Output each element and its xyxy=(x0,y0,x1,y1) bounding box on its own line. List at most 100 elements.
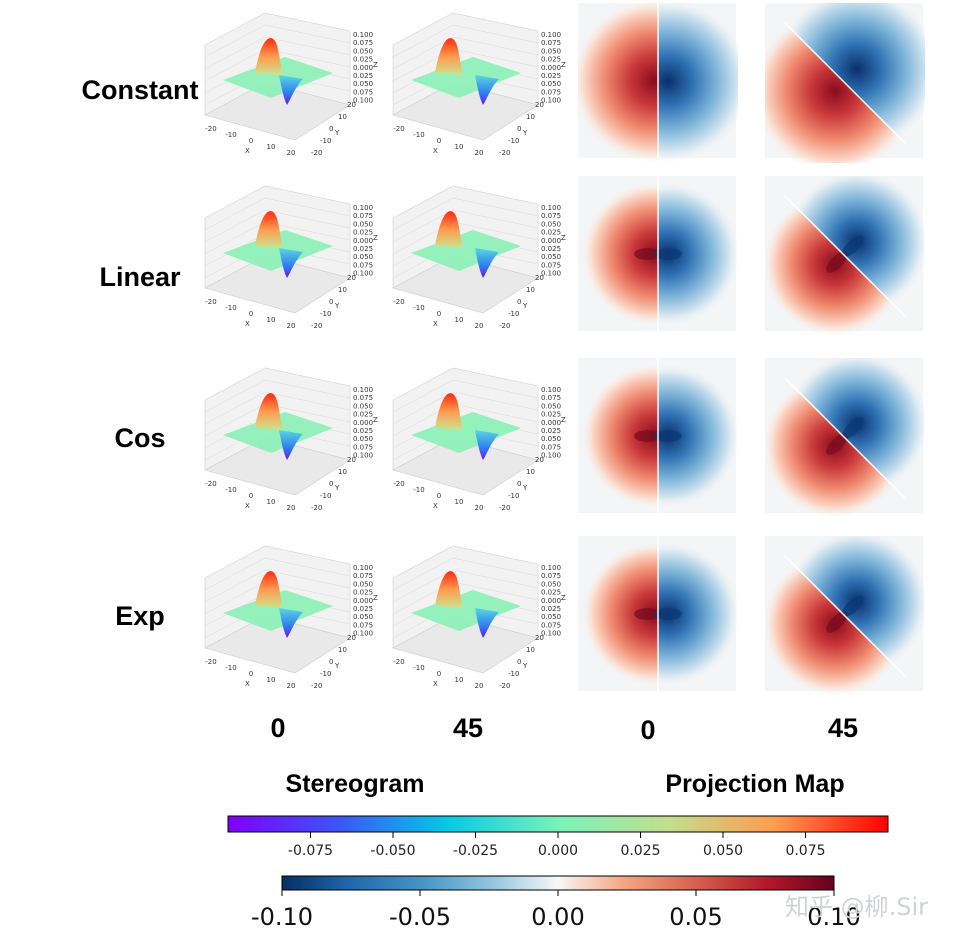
cb1-tick-label: 0.025 xyxy=(620,843,660,859)
stereo-surface xyxy=(411,230,521,271)
stereo-gridline xyxy=(392,24,454,58)
stereo-gridline xyxy=(452,545,539,565)
stereo-gridline xyxy=(264,367,351,387)
x-tick-label: -20 xyxy=(393,298,404,306)
stereogram-linear-45: 0.1000.0750.0500.0250.0000.0250.0500.075… xyxy=(392,185,566,330)
z-tick-label: 0.075 xyxy=(541,394,561,402)
z-tick-label: 0.050 xyxy=(353,253,373,261)
z-tick-label: 0.025 xyxy=(541,72,561,80)
stereogram-exp-0: 0.1000.0750.0500.0250.0000.0250.0500.075… xyxy=(204,545,378,690)
z-tick-label: 0.025 xyxy=(353,72,373,80)
z-tick-label: 0.075 xyxy=(353,212,373,220)
x-tick-label: 20 xyxy=(475,682,484,690)
stereo-gridline xyxy=(204,185,266,219)
stereogram-constant-0: 0.1000.0750.0500.0250.0000.0250.0500.075… xyxy=(204,12,378,157)
stereo-floor xyxy=(204,82,351,141)
y-tick-label: 0 xyxy=(517,298,521,306)
projection-divider xyxy=(784,555,906,677)
stereo-gridline xyxy=(392,185,454,219)
z-tick-label: 0.075 xyxy=(353,394,373,402)
projection-map-exp-0 xyxy=(578,536,738,691)
stereo-peak xyxy=(435,38,463,75)
y-tick-label: -20 xyxy=(499,682,510,690)
projection-core xyxy=(634,430,662,442)
y-axis-label: Y xyxy=(334,662,340,670)
z-tick-label: 0.000 xyxy=(541,64,561,72)
z-tick-label: 0.050 xyxy=(353,613,373,621)
y-tick-label: -20 xyxy=(499,504,510,512)
z-tick-label: 0.025 xyxy=(353,229,373,237)
projection-map-exp-45 xyxy=(765,536,925,696)
x-tick-label: 0 xyxy=(437,670,441,678)
z-tick-label: 0.075 xyxy=(353,572,373,580)
y-tick-label: 10 xyxy=(338,286,347,294)
z-axis-label: Z xyxy=(561,234,566,242)
stereo-gridline xyxy=(392,569,454,603)
x-tick-label: 0 xyxy=(437,310,441,318)
stereo-trough xyxy=(279,75,303,105)
stereo-gridline xyxy=(204,379,266,413)
z-tick-label: 0.075 xyxy=(541,261,561,269)
projection-core xyxy=(842,235,864,257)
cb2-tick-label: 0.05 xyxy=(669,903,722,931)
stereo-surface xyxy=(411,57,521,98)
x-tick-label: 10 xyxy=(267,316,276,324)
y-axis-label: Y xyxy=(522,662,528,670)
x-tick-label: 0 xyxy=(249,137,253,145)
z-tick-label: 0.050 xyxy=(353,402,373,410)
z-tick-label: 0.050 xyxy=(541,613,561,621)
x-axis-label: X xyxy=(433,680,438,688)
stereo-gridline xyxy=(452,569,539,589)
group-label-stereogram: Stereogram xyxy=(286,770,425,798)
stereo-gridline xyxy=(392,209,454,243)
x-tick-label: -10 xyxy=(225,304,236,312)
row-label-linear: Linear xyxy=(99,262,181,292)
stereo-gridline xyxy=(264,24,351,44)
z-tick-label: 0.000 xyxy=(541,419,561,427)
z-tick-label: 0.100 xyxy=(353,97,373,105)
x-tick-label: 20 xyxy=(287,504,296,512)
projection-map-constant-0 xyxy=(578,3,738,163)
stereo-gridline xyxy=(392,197,454,231)
z-tick-label: 0.075 xyxy=(541,88,561,96)
row-labels: Constant Linear Cos Exp xyxy=(82,75,199,631)
stereo-gridline xyxy=(264,557,351,577)
z-tick-label: 0.000 xyxy=(353,419,373,427)
z-tick-label: 0.050 xyxy=(541,402,561,410)
x-axis-label: X xyxy=(245,680,250,688)
z-tick-label: 0.100 xyxy=(541,386,561,394)
stereo-gridline xyxy=(452,221,539,241)
z-tick-label: 0.025 xyxy=(353,427,373,435)
stereo-peak xyxy=(435,211,463,248)
colorbar-rdbu-bar xyxy=(281,875,835,891)
x-axis-label: X xyxy=(245,502,250,510)
x-tick-label: 0 xyxy=(437,492,441,500)
stereo-surface xyxy=(223,590,333,631)
z-tick-label: 0.025 xyxy=(353,245,373,253)
projection-core xyxy=(826,433,848,455)
y-tick-label: -10 xyxy=(320,310,331,318)
stereo-floor xyxy=(392,437,539,496)
z-tick-label: 0.075 xyxy=(353,261,373,269)
x-tick-label: -10 xyxy=(225,664,236,672)
y-tick-label: 20 xyxy=(347,456,356,464)
x-tick-label: -10 xyxy=(413,304,424,312)
z-tick-label: 0.050 xyxy=(541,80,561,88)
angle-label-proj-45: 45 xyxy=(828,713,858,743)
stereo-gridline xyxy=(392,367,454,401)
stereogram-constant-45: 0.1000.0750.0500.0250.0000.0250.0500.075… xyxy=(392,12,566,157)
stereo-gridline xyxy=(452,581,539,601)
cb1-tick-label: 0.075 xyxy=(785,843,825,859)
stereo-gridline xyxy=(204,557,266,591)
z-axis-label: Z xyxy=(373,234,378,242)
projection-core xyxy=(826,251,848,273)
cb2-tick-label: 0.10 xyxy=(807,903,860,931)
x-tick-label: 20 xyxy=(475,149,484,157)
y-tick-label: 10 xyxy=(338,113,347,121)
y-tick-label: 10 xyxy=(338,468,347,476)
projection-negative-lobe xyxy=(658,3,738,163)
y-tick-label: 20 xyxy=(347,101,356,109)
z-tick-label: 0.000 xyxy=(353,64,373,72)
x-tick-label: -10 xyxy=(225,131,236,139)
stereo-trough xyxy=(475,248,499,278)
